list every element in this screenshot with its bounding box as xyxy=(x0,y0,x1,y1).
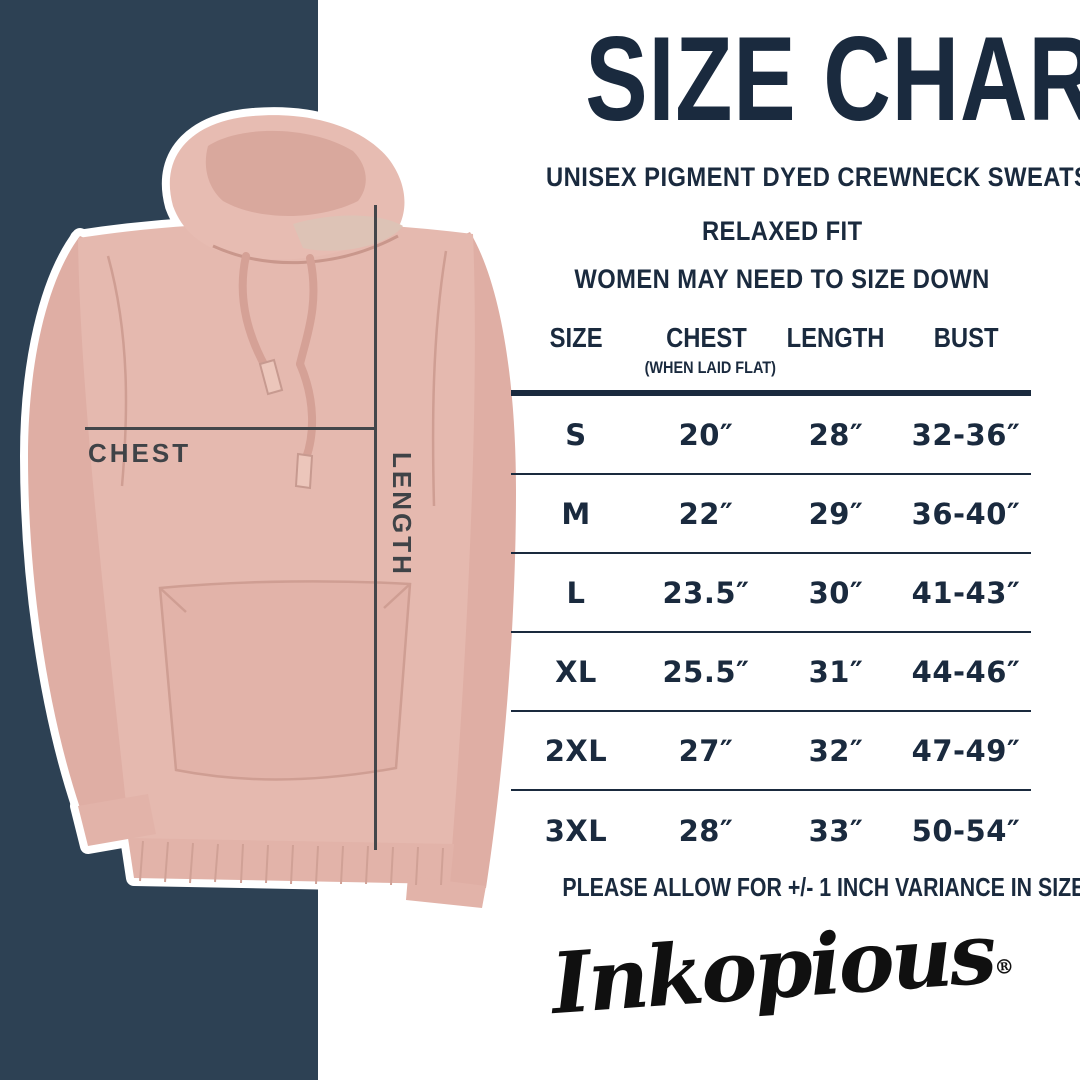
page-title-text: SIZE CHART xyxy=(585,12,1080,146)
hoodie-photo xyxy=(8,106,543,916)
chest-note: (WHEN LAID FLAT) xyxy=(644,358,776,377)
chest-measure-line xyxy=(85,427,377,430)
table-row: L 23.5″ 30″ 41-43″ xyxy=(511,554,1031,633)
size-table-body: S 20″ 28″ 32-36″ M 22″ 29″ 36-40″ L 23.5… xyxy=(511,390,1031,870)
page-title: SIZE CHART xyxy=(505,19,1080,139)
col-header-size: SIZE xyxy=(549,322,603,353)
size-chart-panel: SIZE CHART UNISEX PIGMENT DYED CREWNECK … xyxy=(502,0,1080,1080)
size-table-header: SIZE CHEST LENGTH BUST xyxy=(511,320,1031,356)
table-row: S 20″ 28″ 32-36″ xyxy=(511,396,1031,475)
table-row: 3XL 28″ 33″ 50-54″ xyxy=(544,813,1021,848)
length-measure-label: LENGTH xyxy=(387,452,417,577)
table-row: M 22″ 29″ 36-40″ xyxy=(511,475,1031,554)
subtitle-product: UNISEX PIGMENT DYED CREWNECK SWEATSHIRT xyxy=(546,162,1080,192)
size-table: SIZE CHEST LENGTH BUST (WHEN LAID FLAT) … xyxy=(511,320,1031,870)
chest-measure-label: CHEST xyxy=(88,438,192,468)
brand-logo-text: Inkopious xyxy=(548,903,997,1034)
length-measure-line xyxy=(374,205,377,850)
brand-logo: Inkopious® xyxy=(502,899,1063,1036)
col-header-chest: CHEST xyxy=(665,322,747,353)
table-row: XL 25.5″ 31″ 44-46″ xyxy=(511,633,1031,712)
variance-note: PLEASE ALLOW FOR +/- 1 INCH VARIANCE IN … xyxy=(562,872,1080,902)
subtitle-fit: RELAXED FIT xyxy=(702,216,863,246)
col-header-bust: BUST xyxy=(933,322,999,353)
hoodie-illustration xyxy=(20,107,524,916)
col-header-length: LENGTH xyxy=(787,322,885,353)
subtitle-size-down: WOMEN MAY NEED TO SIZE DOWN xyxy=(574,264,991,294)
chest-note-row: (WHEN LAID FLAT) xyxy=(511,356,1031,390)
registered-trademark-icon: ® xyxy=(993,953,1016,980)
table-row: 2XL 27″ 32″ 47-49″ xyxy=(511,712,1031,791)
